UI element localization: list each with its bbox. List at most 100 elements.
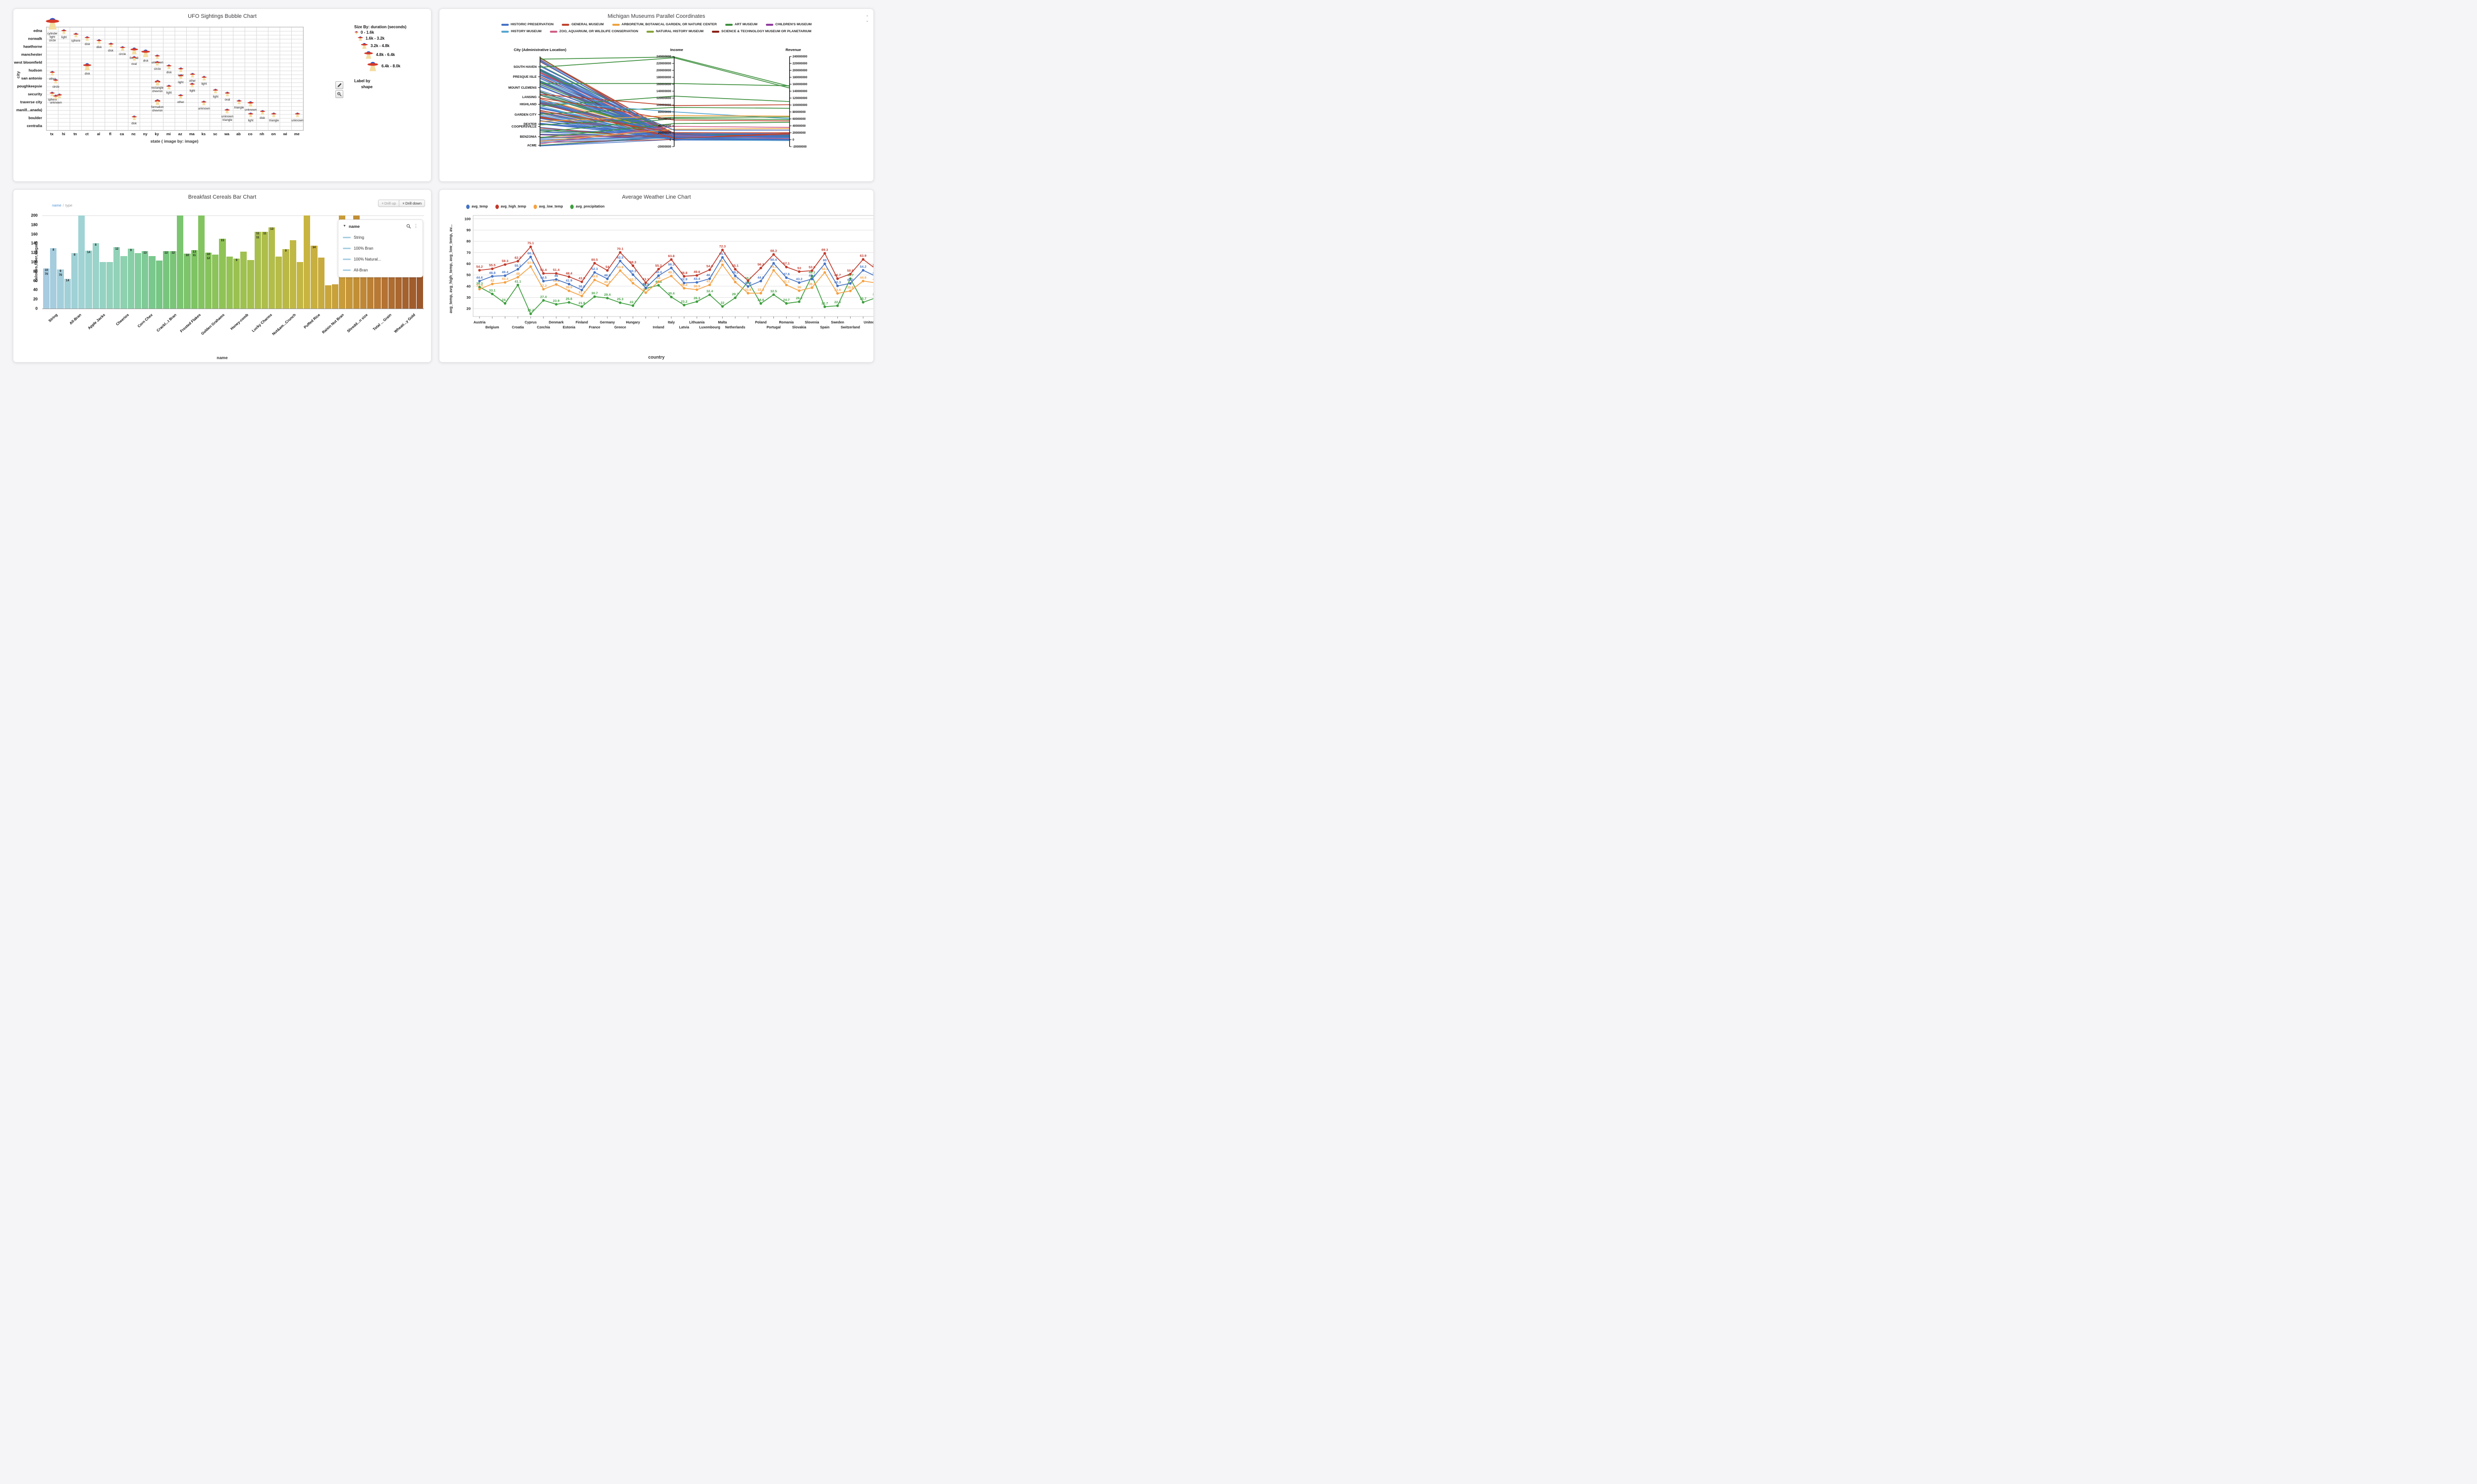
ufo-bubble[interactable]: light bbox=[166, 83, 172, 95]
bar[interactable] bbox=[374, 267, 381, 309]
bar[interactable] bbox=[409, 273, 416, 309]
bar[interactable]: 10 70 bbox=[43, 268, 50, 309]
edit-icon[interactable] bbox=[335, 81, 343, 89]
bar[interactable]: 12 bbox=[162, 251, 169, 309]
legend-item[interactable]: ZOO, AQUARIUM, OR WILDLIFE CONSERVATION bbox=[550, 30, 638, 33]
ufo-bubble[interactable]: light bbox=[213, 87, 219, 99]
label-by-value[interactable]: shape bbox=[361, 85, 373, 90]
legend-item[interactable]: avg_temp bbox=[466, 205, 488, 209]
chevron-down-icon[interactable]: ▼ bbox=[343, 224, 346, 228]
bar[interactable]: 9 bbox=[282, 249, 289, 309]
bar[interactable] bbox=[198, 215, 205, 309]
bar[interactable]: 11 bbox=[261, 231, 268, 309]
ufo-bubble[interactable]: triangle bbox=[234, 98, 244, 110]
ufo-bubble[interactable]: unknown bbox=[291, 110, 303, 122]
filter-item[interactable]: String bbox=[343, 235, 418, 240]
bar[interactable] bbox=[402, 273, 409, 309]
bar[interactable] bbox=[177, 215, 184, 309]
bar[interactable] bbox=[388, 273, 395, 309]
legend-item[interactable]: ARBORETUM, BOTANICAL GARDEN, OR NATURE C… bbox=[612, 23, 717, 26]
bar[interactable]: 8 bbox=[92, 243, 99, 309]
bar[interactable] bbox=[106, 262, 113, 309]
ufo-bubble[interactable] bbox=[56, 92, 62, 101]
ufo-bubble[interactable]: disk bbox=[96, 38, 102, 50]
bar[interactable] bbox=[318, 257, 324, 309]
bar[interactable]: 13 11 bbox=[191, 250, 198, 309]
ufo-bubble[interactable]: other bbox=[49, 69, 56, 81]
ufo-bubble[interactable]: unknown bbox=[198, 99, 210, 110]
bar[interactable] bbox=[296, 262, 304, 309]
bar[interactable]: 14 bbox=[85, 250, 92, 309]
drill-down-button[interactable]: » Drill down bbox=[399, 200, 425, 207]
bar[interactable] bbox=[275, 256, 282, 309]
bar[interactable]: 9 bbox=[233, 259, 240, 309]
ufo-bubble[interactable]: disk bbox=[131, 114, 137, 126]
bar[interactable]: 10 bbox=[184, 254, 191, 309]
ufo-bubble[interactable]: other bbox=[177, 93, 184, 105]
ufo-bubble[interactable]: circle bbox=[53, 77, 59, 89]
breadcrumb-name[interactable]: name bbox=[52, 203, 61, 208]
bar[interactable]: 9 bbox=[127, 248, 134, 309]
bar[interactable] bbox=[304, 215, 311, 309]
legend-item[interactable]: ART MUSEUM bbox=[725, 23, 757, 26]
bar[interactable] bbox=[226, 256, 233, 309]
legend-item[interactable]: HISTORIC PRESERVATION bbox=[501, 23, 553, 26]
bar[interactable]: 12 bbox=[113, 247, 120, 309]
legend-item[interactable]: avg_high_temp bbox=[495, 205, 526, 209]
ufo-bubble[interactable]: formation chevron bbox=[151, 98, 163, 113]
ufo-bubble[interactable]: rectangle chevron bbox=[151, 78, 163, 94]
ufo-bubble[interactable]: unknown triangle bbox=[221, 107, 233, 122]
bar[interactable] bbox=[395, 273, 402, 309]
bar[interactable]: 8 bbox=[71, 253, 78, 309]
ufo-bubble[interactable]: sphere bbox=[48, 90, 57, 102]
bar[interactable] bbox=[149, 256, 156, 309]
ufo-bubble[interactable]: light bbox=[248, 110, 254, 122]
bar[interactable] bbox=[331, 284, 339, 309]
bar[interactable] bbox=[324, 285, 331, 309]
bar[interactable] bbox=[156, 261, 162, 309]
bar[interactable] bbox=[289, 240, 296, 309]
legend-item[interactable]: GENERAL MUSEUM bbox=[562, 23, 604, 26]
chevron-up-icon[interactable]: ⌃ bbox=[865, 15, 869, 19]
ufo-bubble[interactable]: triangle bbox=[269, 110, 279, 122]
ufo-bubble[interactable]: light bbox=[61, 27, 67, 39]
ufo-bubble[interactable]: light bbox=[201, 74, 207, 86]
ufo-bubble[interactable]: disk bbox=[108, 41, 114, 53]
bar[interactable] bbox=[247, 260, 254, 309]
bar[interactable]: 14 bbox=[64, 278, 71, 309]
zoom-icon[interactable] bbox=[335, 90, 343, 98]
bar[interactable] bbox=[212, 254, 219, 309]
bar[interactable] bbox=[99, 262, 106, 309]
bar[interactable] bbox=[78, 215, 85, 309]
ufo-bubble[interactable]: disk bbox=[259, 108, 266, 120]
bar[interactable]: 9 70 bbox=[57, 269, 64, 309]
bar[interactable] bbox=[134, 253, 142, 309]
bar[interactable] bbox=[240, 252, 247, 309]
bar[interactable]: 14 bbox=[311, 246, 318, 309]
ufo-bubble[interactable]: light bbox=[189, 81, 196, 93]
ufo-bubble[interactable]: unknown bbox=[245, 101, 257, 112]
ufo-bubble[interactable]: disk bbox=[166, 63, 172, 75]
bar[interactable]: 12 bbox=[169, 251, 177, 309]
legend-item[interactable]: avg_precipitation bbox=[570, 205, 604, 209]
legend-item[interactable]: HISTORY MUSEUM bbox=[501, 30, 541, 33]
ufo-bubble[interactable]: light bbox=[177, 73, 184, 85]
legend-item[interactable]: SCIENCE & TECHNOLOGY MUSEUM OR PLANETARI… bbox=[712, 30, 811, 33]
bar[interactable]: 8 bbox=[50, 248, 57, 309]
kebab-menu-icon[interactable]: ⋮ bbox=[414, 223, 418, 228]
bar[interactable]: 15 bbox=[219, 239, 226, 309]
ufo-bubble[interactable]: disk bbox=[84, 35, 91, 47]
bar[interactable]: 13 bbox=[269, 227, 275, 309]
search-icon[interactable] bbox=[406, 224, 411, 229]
filter-header[interactable]: ▼ name ⋮ bbox=[343, 223, 418, 229]
legend-item[interactable]: NATURAL HISTORY MUSEUM bbox=[646, 30, 703, 33]
filter-item[interactable]: 100% Natural... bbox=[343, 257, 418, 262]
ufo-bubble[interactable]: sphere bbox=[71, 31, 80, 43]
ufo-bubble[interactable]: circle bbox=[119, 45, 126, 56]
ufo-bubble[interactable]: unknown bbox=[50, 93, 62, 105]
chevron-down-icon[interactable]: ⌄ bbox=[865, 18, 869, 23]
ufo-bubble[interactable]: oval bbox=[224, 90, 230, 102]
bar[interactable]: 13 bbox=[142, 251, 149, 309]
ufo-bubble[interactable]: circle bbox=[154, 59, 161, 71]
drill-up-button[interactable]: «Drill up bbox=[377, 200, 400, 207]
